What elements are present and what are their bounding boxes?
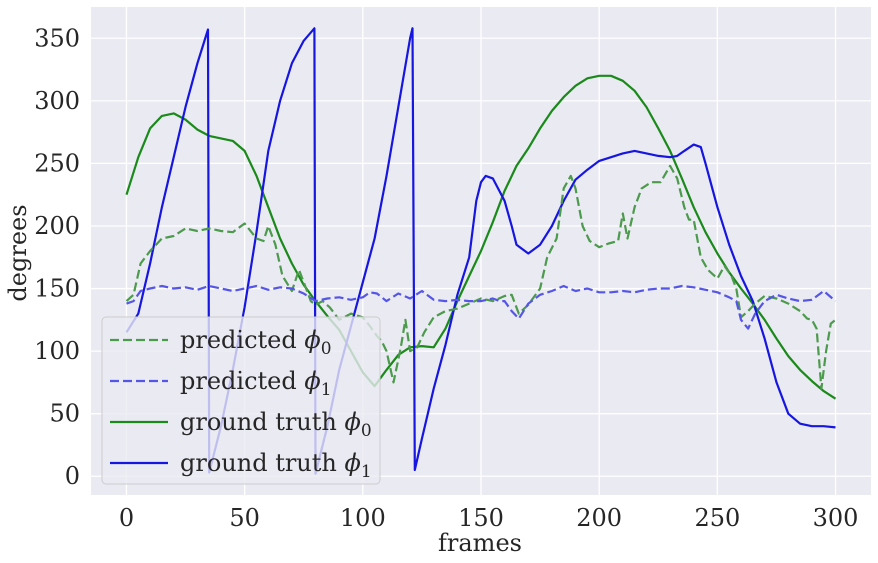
y-tick-label: 50 xyxy=(49,400,80,428)
x-tick-label: 100 xyxy=(340,504,386,532)
x-tick-label: 150 xyxy=(458,504,504,532)
x-tick-label: 200 xyxy=(576,504,622,532)
y-tick-labels: 0 50 100 150 200 250 300 350 xyxy=(34,24,80,490)
series-line-3 xyxy=(125,27,836,475)
series-line-1 xyxy=(126,284,837,330)
x-axis-label: frames xyxy=(438,529,522,557)
legend-label-subscript: 1 xyxy=(321,380,332,400)
legend-label-text: predicted xyxy=(180,326,304,354)
legend-label-text: predicted xyxy=(180,367,304,395)
legend-label-symbol: ϕ xyxy=(304,326,320,354)
legend-label: predicted ϕ0 xyxy=(180,326,332,359)
legend-label-subscript: 1 xyxy=(361,462,372,482)
x-tick-label: 300 xyxy=(813,504,859,532)
x-tick-label: 0 xyxy=(119,504,134,532)
legend-label-symbol: ϕ xyxy=(304,367,320,395)
y-axis-label: degrees xyxy=(4,204,32,301)
y-tick-label: 150 xyxy=(34,275,80,303)
legend-label-subscript: 0 xyxy=(321,339,332,359)
legend-label-symbol: ϕ xyxy=(345,408,361,436)
x-tick-labels: 0 50 100 150 200 250 300 xyxy=(119,504,859,532)
legend-label-text: ground truth xyxy=(180,449,345,477)
y-tick-label: 250 xyxy=(34,149,80,177)
legend-label: ground truth ϕ1 xyxy=(180,449,372,482)
y-tick-label: 350 xyxy=(34,24,80,52)
y-tick-label: 300 xyxy=(34,87,80,115)
series-line-0 xyxy=(125,164,837,390)
legend-label-subscript: 0 xyxy=(361,421,372,441)
y-tick-label: 0 xyxy=(65,462,80,490)
series-line-2 xyxy=(125,74,837,400)
legend-label: predicted ϕ1 xyxy=(180,367,332,400)
x-tick-label: 250 xyxy=(694,504,740,532)
x-tick-label: 50 xyxy=(229,504,260,532)
y-tick-label: 100 xyxy=(34,337,80,365)
legend-box xyxy=(101,316,381,485)
legend-label: ground truth ϕ0 xyxy=(180,408,372,441)
y-tick-label: 200 xyxy=(34,212,80,240)
series-group xyxy=(125,27,837,475)
legend-label-text: ground truth xyxy=(180,408,345,436)
legend-label-symbol: ϕ xyxy=(345,449,361,477)
